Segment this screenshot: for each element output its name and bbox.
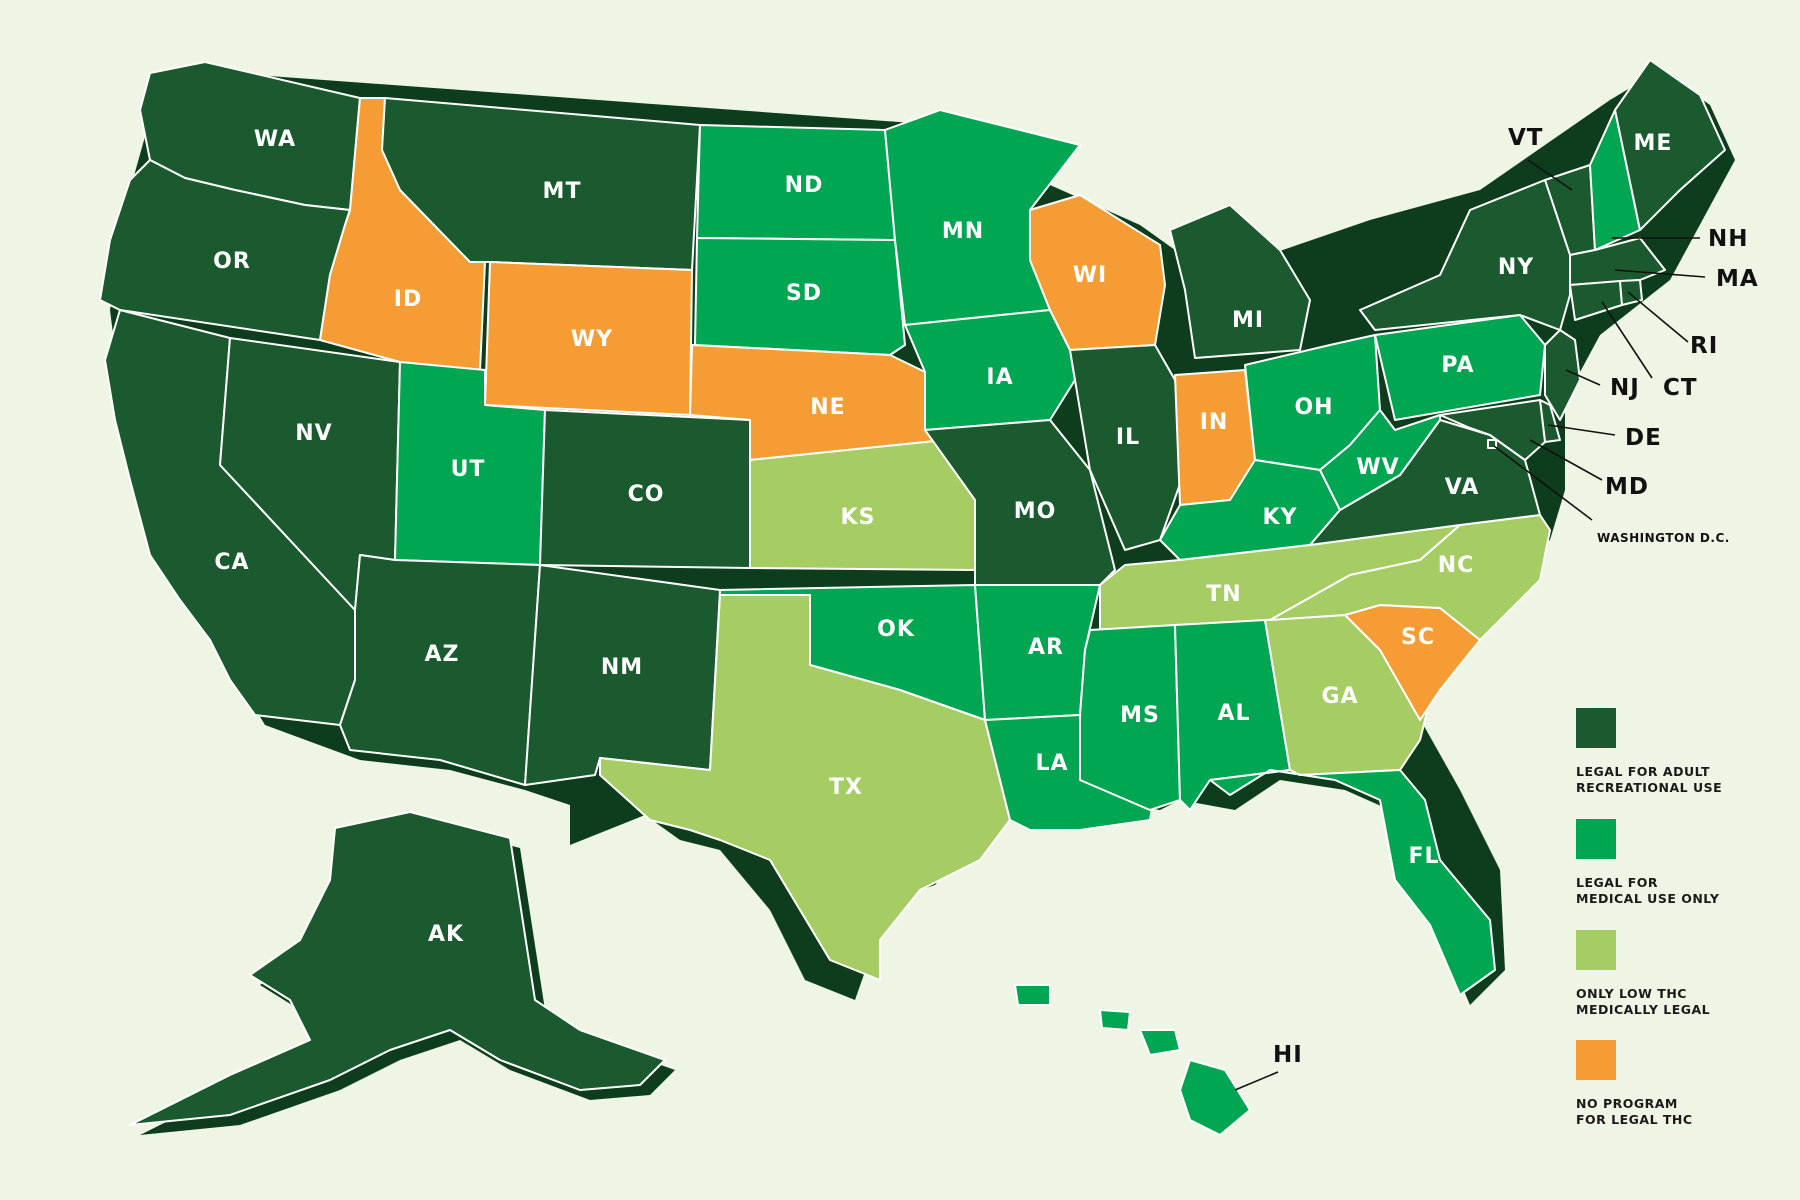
label-LA: LA xyxy=(1035,751,1068,776)
state-west-virginia[interactable] xyxy=(1319,409,1441,511)
label-VT: VT xyxy=(1508,125,1544,151)
label-WY: WY xyxy=(571,327,613,352)
legend-label-medical-line1: LEGAL FOR xyxy=(1576,875,1658,890)
label-AK: AK xyxy=(428,922,464,947)
label-OK: OK xyxy=(877,617,915,642)
legend-swatch-low-thc xyxy=(1576,930,1616,970)
state-hawaii[interactable] xyxy=(1014,984,1251,1136)
label-GA: GA xyxy=(1321,684,1358,709)
label-NM: NM xyxy=(601,655,643,680)
label-AL: AL xyxy=(1217,701,1250,726)
label-CT: CT xyxy=(1663,375,1698,401)
legend-label-recreational-line2: RECREATIONAL USE xyxy=(1576,780,1722,795)
label-CA: CA xyxy=(214,550,249,575)
legend-item-low-thc: ONLY LOW THC MEDICALLY LEGAL xyxy=(1576,930,1710,1017)
legend-swatch-medical xyxy=(1576,819,1616,859)
label-TN: TN xyxy=(1206,582,1241,607)
label-MA: MA xyxy=(1716,266,1759,292)
states-layer xyxy=(99,59,1726,1136)
label-OR: OR xyxy=(213,249,251,274)
leader-MA xyxy=(1614,269,1706,278)
label-ID: ID xyxy=(394,287,422,312)
label-NV: NV xyxy=(295,421,332,446)
state-maine[interactable] xyxy=(1614,59,1726,231)
label-CO: CO xyxy=(628,482,665,507)
label-IL: IL xyxy=(1116,425,1140,450)
legend-item-recreational: LEGAL FOR ADULT RECREATIONAL USE xyxy=(1576,708,1722,795)
label-WV: WV xyxy=(1356,455,1399,480)
leader-NJ xyxy=(1565,369,1601,386)
leader-lines xyxy=(1234,159,1706,1091)
label-PA: PA xyxy=(1441,353,1474,378)
state-maryland[interactable] xyxy=(1439,399,1546,461)
leader-CT xyxy=(1601,301,1653,379)
label-AZ: AZ xyxy=(425,642,460,667)
legend-swatch-recreational xyxy=(1576,708,1616,748)
label-MS: MS xyxy=(1120,703,1160,728)
label-MO: MO xyxy=(1014,499,1057,524)
label-VA: VA xyxy=(1445,475,1480,500)
label-OH: OH xyxy=(1294,395,1333,420)
state-new-jersey[interactable] xyxy=(1544,329,1581,421)
state-south-dakota[interactable] xyxy=(694,237,906,356)
state-north-carolina[interactable] xyxy=(1269,514,1551,641)
label-SD: SD xyxy=(786,281,822,306)
hawaii-kauai xyxy=(1014,984,1051,1006)
label-NE: NE xyxy=(810,395,845,420)
leader-DE xyxy=(1547,424,1616,436)
label-KY: KY xyxy=(1263,505,1298,530)
leader-MD xyxy=(1529,439,1603,481)
label-TX: TX xyxy=(829,775,863,800)
legend-label-low-thc-line1: ONLY LOW THC xyxy=(1576,986,1687,1001)
label-KS: KS xyxy=(841,505,876,530)
hawaii-maui xyxy=(1139,1029,1181,1056)
label-NC: NC xyxy=(1438,553,1475,578)
state-texas[interactable] xyxy=(599,594,1011,981)
leader-VT xyxy=(1527,159,1573,191)
label-NY: NY xyxy=(1498,255,1534,280)
legend-swatch-none xyxy=(1576,1040,1616,1080)
hawaii-oahu xyxy=(1099,1009,1131,1031)
state-florida[interactable] xyxy=(1209,769,1496,996)
label-ND: ND xyxy=(785,173,824,198)
legend-item-medical: LEGAL FOR MEDICAL USE ONLY xyxy=(1576,819,1720,906)
label-WA: WA xyxy=(254,127,296,152)
state-labels-layer: WA OR CA NV ID MT WY UT AZ CO NM ND SD N… xyxy=(213,127,1673,947)
legend-label-low-thc-line2: MEDICALLY LEGAL xyxy=(1576,1002,1710,1017)
label-IA: IA xyxy=(986,365,1013,390)
label-AR: AR xyxy=(1028,635,1064,660)
label-HI: HI xyxy=(1273,1042,1303,1068)
label-DC: WASHINGTON D.C. xyxy=(1597,531,1730,545)
label-SC: SC xyxy=(1401,625,1435,650)
label-UT: UT xyxy=(451,457,486,482)
leader-HI xyxy=(1234,1071,1279,1091)
label-MD: MD xyxy=(1605,474,1649,500)
state-missouri[interactable] xyxy=(924,419,1116,586)
label-IN: IN xyxy=(1200,410,1229,435)
state-alaska[interactable] xyxy=(129,811,666,1126)
label-FL: FL xyxy=(1408,844,1439,869)
state-michigan[interactable] xyxy=(1169,204,1311,359)
label-MT: MT xyxy=(543,179,582,204)
label-NJ: NJ xyxy=(1610,375,1640,401)
label-NH: NH xyxy=(1708,226,1749,252)
legend-label-none-line1: NO PROGRAM xyxy=(1576,1096,1678,1111)
hawaii-big-island xyxy=(1179,1059,1251,1136)
label-MI: MI xyxy=(1232,308,1264,333)
state-arizona[interactable] xyxy=(339,554,541,786)
leader-DC xyxy=(1493,445,1593,521)
label-RI: RI xyxy=(1690,333,1718,359)
external-labels: VT NH MA RI CT NJ DE MD WASHINGTON D.C. … xyxy=(1273,125,1759,1068)
legend-item-none: NO PROGRAM FOR LEGAL THC xyxy=(1576,1040,1693,1127)
legend: LEGAL FOR ADULT RECREATIONAL USE LEGAL F… xyxy=(1576,708,1722,1127)
label-DE: DE xyxy=(1625,425,1662,451)
legend-label-none-line2: FOR LEGAL THC xyxy=(1576,1112,1693,1127)
label-ME: ME xyxy=(1634,131,1673,156)
legend-label-recreational-line1: LEGAL FOR ADULT xyxy=(1576,764,1710,779)
label-MN: MN xyxy=(942,219,984,244)
legend-label-medical-line2: MEDICAL USE ONLY xyxy=(1576,891,1720,906)
leader-RI xyxy=(1627,291,1689,343)
label-WI: WI xyxy=(1073,263,1107,288)
